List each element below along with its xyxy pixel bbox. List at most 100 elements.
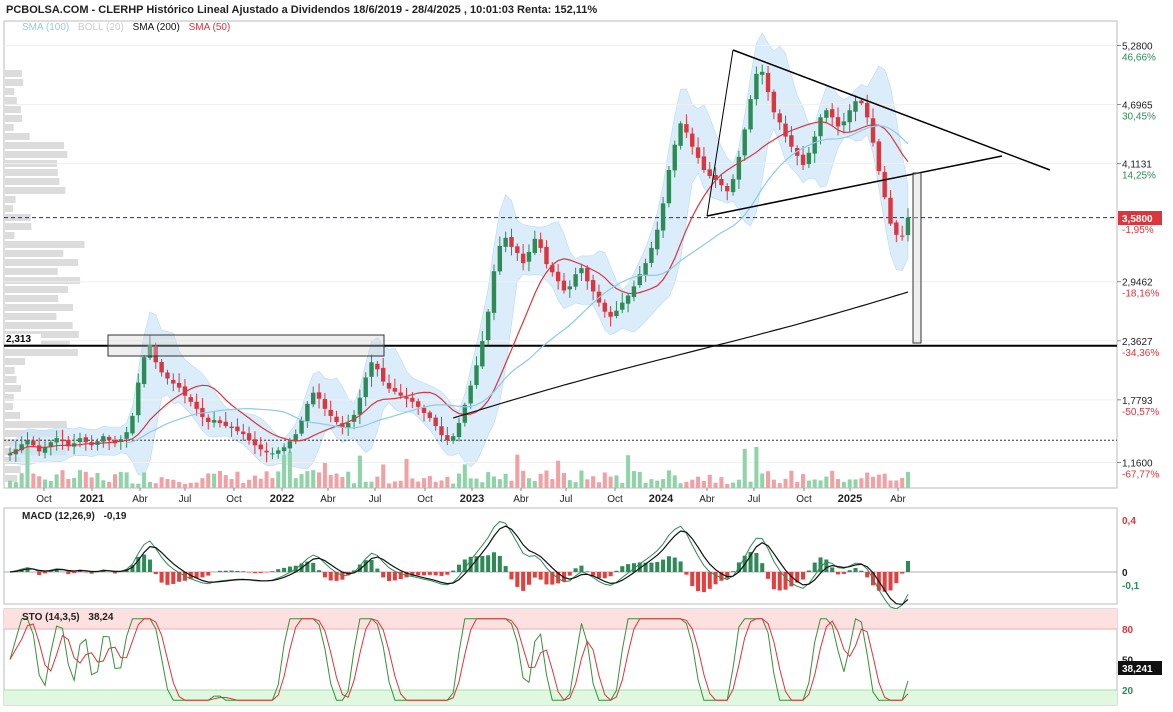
candle-body xyxy=(328,409,333,416)
volume-bar xyxy=(42,479,48,488)
macd-histogram-bar xyxy=(89,572,94,574)
macd-histogram-bar xyxy=(357,564,362,572)
volume-profile-bar xyxy=(4,421,67,428)
macd-histogram-bar xyxy=(655,561,660,572)
candle-body xyxy=(870,118,876,143)
volume-bar xyxy=(766,471,771,488)
macd-histogram-bar xyxy=(136,556,141,572)
volume-bar xyxy=(742,448,747,488)
candle-body xyxy=(246,433,252,441)
y-tick-label: 1,7793 xyxy=(1122,396,1153,407)
volume-bar xyxy=(299,474,304,488)
candle-body xyxy=(31,440,36,446)
candle-body xyxy=(567,286,572,290)
volume-bar xyxy=(177,482,182,488)
candle-body xyxy=(579,268,584,274)
candle-body xyxy=(614,310,619,317)
macd-histogram-bar xyxy=(556,572,561,584)
candle-body xyxy=(666,169,672,204)
volume-bar xyxy=(591,476,596,488)
bollinger-area xyxy=(9,31,909,476)
macd-histogram-bar xyxy=(130,565,135,572)
volume-bar xyxy=(585,479,590,488)
x-tick-label: Abr xyxy=(513,494,529,505)
volume-bar xyxy=(241,483,246,488)
volume-bar xyxy=(614,475,619,488)
candle-body xyxy=(211,419,217,423)
candle-body xyxy=(748,99,753,130)
volume-bar xyxy=(223,475,228,488)
macd-histogram-bar xyxy=(882,572,887,592)
candle-body xyxy=(824,110,829,118)
sto-value: 38,24 xyxy=(88,612,114,623)
level-label: 2,313 xyxy=(6,334,31,345)
volume-bar xyxy=(783,478,788,488)
macd-histogram-bar xyxy=(725,572,730,579)
macd-histogram-bar xyxy=(392,572,397,581)
volume-bar xyxy=(777,483,782,488)
volume-bar xyxy=(876,474,881,488)
macd-histogram-bar xyxy=(247,572,252,573)
macd-histogram-bar xyxy=(142,554,147,572)
candle-body xyxy=(818,117,823,137)
volume-bar xyxy=(690,479,695,488)
volume-bar xyxy=(136,483,141,488)
macd-histogram-bar xyxy=(515,572,520,587)
candle-body xyxy=(783,123,788,137)
macd-histogram-bar xyxy=(404,572,409,578)
candle-body xyxy=(450,436,456,441)
macd-histogram-bar xyxy=(410,572,415,576)
volume-bar xyxy=(66,478,71,488)
macd-histogram-bar xyxy=(445,572,450,575)
candle-body xyxy=(445,435,450,441)
volume-bar xyxy=(637,471,642,488)
volume-bar xyxy=(655,480,660,488)
macd-histogram-bar xyxy=(818,557,823,572)
candle-body xyxy=(637,274,642,286)
candle-body xyxy=(124,432,129,439)
volume-bar xyxy=(171,479,176,488)
volume-bar xyxy=(235,471,240,488)
volume-bar xyxy=(165,479,170,488)
candle-body xyxy=(736,156,742,180)
macd-histogram-bar xyxy=(806,570,811,572)
candle-body xyxy=(281,447,287,452)
x-tick-label: 2025 xyxy=(838,493,862,505)
volume-bar xyxy=(19,473,24,488)
volume-bar xyxy=(427,476,432,488)
target-box xyxy=(912,172,922,344)
volume-bar xyxy=(363,481,368,488)
volume-bar xyxy=(182,483,187,488)
macd-histogram-bar xyxy=(690,572,695,587)
candle-body xyxy=(36,445,42,452)
macd-y-tick: 0,4 xyxy=(1122,516,1136,527)
candle-body xyxy=(812,136,817,154)
volume-bar xyxy=(311,470,316,488)
macd-histogram-bar xyxy=(620,566,625,572)
sma50-line xyxy=(9,121,909,454)
macd-histogram-bar xyxy=(538,572,543,580)
macd-histogram-bar xyxy=(317,570,322,572)
volume-bar xyxy=(54,474,59,488)
candle-body xyxy=(398,392,403,396)
macd-histogram-bar xyxy=(427,572,432,575)
candle-body xyxy=(182,386,188,396)
volume-bar xyxy=(439,480,444,488)
macd-histogram-bar xyxy=(363,560,368,572)
y-tick-label: 2,3627 xyxy=(1122,337,1153,348)
candles xyxy=(7,64,911,463)
volume-bar xyxy=(206,473,211,488)
candle-body xyxy=(270,453,275,455)
volume-bar xyxy=(200,478,205,488)
volume-bar xyxy=(503,473,508,488)
volume-profile-bar xyxy=(4,79,24,86)
macd-histogram-bar xyxy=(66,572,71,575)
legend-sma50: SMA (50) xyxy=(188,22,231,33)
sto-y-tick: 80 xyxy=(1122,625,1134,636)
volume-bar xyxy=(859,478,864,488)
candle-body xyxy=(719,178,724,186)
candle-body xyxy=(701,156,707,170)
volume-bar xyxy=(25,444,30,488)
candle-body xyxy=(293,434,298,442)
candle-body xyxy=(725,186,730,192)
